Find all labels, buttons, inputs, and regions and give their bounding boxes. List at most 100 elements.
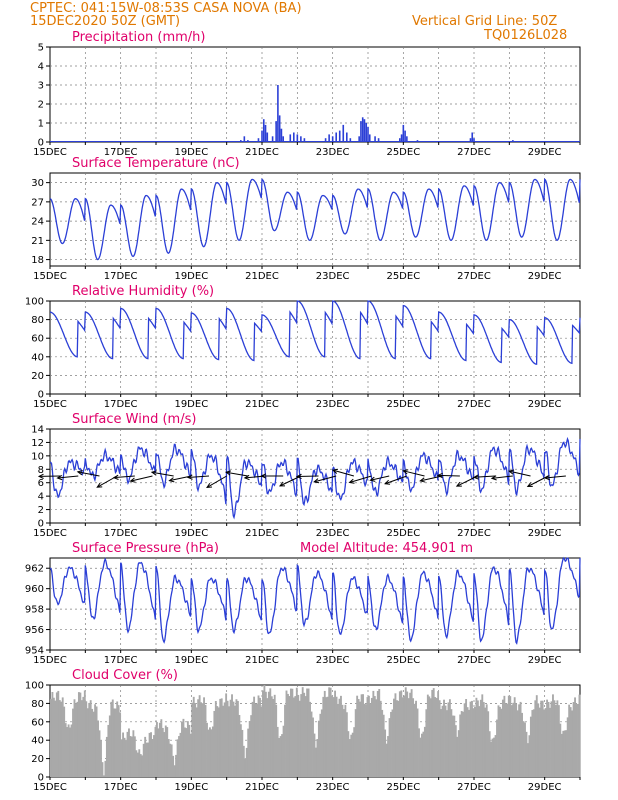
cloud-bar: [524, 722, 526, 777]
precip-bar: [338, 130, 341, 142]
cloud-bar: [334, 690, 337, 777]
panel-frame: [49, 300, 581, 395]
cloud-bar: [471, 700, 473, 777]
wind-arrowhead: [37, 473, 44, 479]
precip-bar: [257, 138, 260, 142]
y-tick-label: 40: [31, 352, 44, 363]
x-tick-label: 17DEC: [104, 528, 138, 539]
x-tick-label: 15DEC: [33, 655, 67, 666]
x-tick-label: 25DEC: [386, 399, 420, 410]
x-tick-label: 27DEC: [457, 782, 491, 793]
cloud-bar: [447, 702, 450, 777]
cloud-bar: [459, 714, 462, 777]
cloud-bar: [254, 703, 257, 777]
cloud-bar: [191, 702, 194, 777]
panel-wind: 0 2 4 6 8 10 12 14 15DEC 17DEC 19DEC 21DEC 23DEC 25DE…: [31, 412, 581, 539]
cloud-bar: [275, 704, 278, 777]
y-tick-label: 2: [38, 505, 44, 516]
cloud-bar: [416, 708, 419, 777]
x-tick-label: 29DEC: [528, 655, 562, 666]
cloud-bar: [501, 699, 504, 777]
x-tick-label: 21DEC: [245, 271, 279, 282]
cloud-bar: [77, 692, 80, 777]
panel-temperature: 18 21 24 27 30 15DEC 17DEC 19DEC 21DEC 23DEC 25DEC…: [31, 156, 581, 282]
cloud-bar: [500, 708, 503, 777]
cloud-bar: [279, 736, 282, 777]
cloud-bar: [86, 708, 89, 777]
x-tick-label: 27DEC: [457, 147, 491, 158]
panel-title: Surface Temperature (nC): [72, 156, 240, 171]
cloud-bar: [460, 711, 463, 777]
y-tick-label: 18: [31, 255, 44, 266]
y-tick-label: 20: [31, 754, 44, 765]
cloud-bar: [538, 707, 541, 777]
cloud-bar: [206, 722, 208, 777]
cloud-bar: [197, 699, 200, 777]
y-tick-label: 954: [25, 646, 44, 657]
wind-arrowhead: [490, 475, 497, 481]
x-tick-label: 25DEC: [386, 655, 420, 666]
cloud-bar: [401, 697, 404, 777]
cloud-bar: [347, 731, 350, 777]
cloud-bar: [335, 696, 338, 777]
cloud-bar: [537, 703, 540, 777]
cloud-bar: [88, 702, 91, 777]
cloud-bar: [263, 685, 266, 777]
precip-bar: [374, 136, 376, 142]
cloud-bar: [378, 689, 381, 777]
cloud-bar: [142, 743, 145, 777]
precip-bar: [358, 136, 360, 142]
cloud-bar: [375, 699, 378, 777]
cloud-bar: [209, 727, 211, 777]
x-tick-label: 25DEC: [386, 271, 420, 282]
cloud-bar: [70, 724, 73, 777]
cloud-bar: [223, 702, 226, 777]
wind-arrowhead: [112, 474, 119, 480]
cloud-bar: [340, 695, 342, 777]
cloud-bar: [443, 699, 445, 777]
wind-arrow: [509, 470, 531, 477]
cloud-bar: [493, 737, 496, 777]
cloud-bar: [186, 721, 189, 777]
precip-bar: [402, 124, 405, 142]
cloud-bar: [432, 688, 435, 777]
cloud-bar: [210, 729, 213, 777]
panel-title: Relative Humidity (%): [72, 284, 214, 299]
cloud-bar: [238, 715, 241, 777]
cloud-bar: [135, 750, 138, 777]
precip-bar: [349, 138, 352, 142]
panel-title: Cloud Cover (%): [72, 668, 178, 683]
wind-arrow: [206, 475, 227, 488]
cloud-bar: [326, 696, 329, 777]
cloud-bar: [348, 739, 351, 777]
wind-arrowhead: [436, 472, 443, 479]
cloud-bar: [91, 708, 94, 777]
cloud-bar: [245, 747, 248, 777]
cloud-bar: [94, 704, 97, 777]
cloud-bar: [325, 697, 328, 777]
x-tick-label: 25DEC: [386, 528, 420, 539]
cloud-bar: [342, 709, 345, 777]
cloud-bar: [80, 700, 83, 777]
cloud-bar: [113, 708, 116, 777]
precip-bar: [266, 132, 269, 142]
cloud-bar: [239, 724, 242, 777]
precip-bar: [342, 124, 345, 142]
cloud-bar: [133, 736, 136, 777]
panel-title: Surface Wind (m/s): [72, 412, 196, 427]
cloud-bar: [428, 696, 431, 777]
cloud-bar: [236, 700, 239, 777]
cloud-bar: [270, 696, 273, 777]
cloud-bar: [188, 724, 191, 777]
cloud-bar: [292, 697, 295, 777]
cloud-bar: [403, 695, 406, 777]
cloud-bar: [123, 737, 126, 777]
cloud-bar: [541, 700, 544, 777]
cloud-bar: [546, 699, 549, 777]
header: CPTEC: 041:15W-08:53S CASA NOVA (BA) 15D…: [30, 1, 567, 43]
cloud-bar: [178, 736, 180, 777]
y-tick-label: 8: [38, 465, 44, 476]
cloud-bar: [75, 703, 77, 777]
x-tick-label: 23DEC: [316, 782, 350, 793]
cloud-bar: [574, 697, 576, 777]
